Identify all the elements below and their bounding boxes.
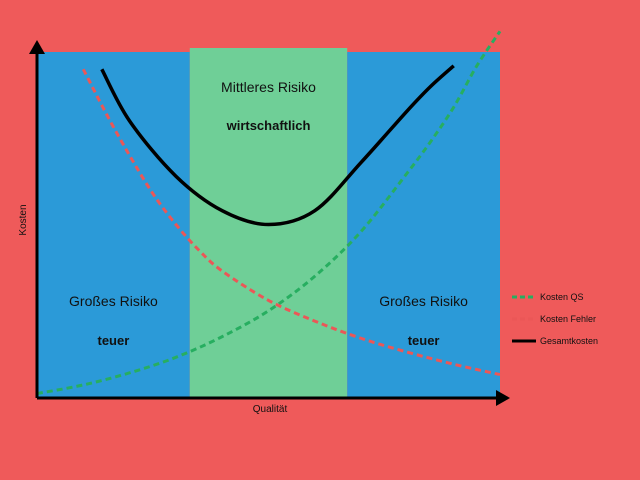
zone-sublabel: teuer bbox=[408, 333, 440, 348]
series-line bbox=[100, 64, 455, 227]
zone-labels: Großes Risiko teuer Mittleres Risiko wirtsc… bbox=[69, 79, 468, 348]
legend: Kosten QS Kosten Fehler Gesamtkosten bbox=[512, 292, 598, 346]
y-axis-arrow bbox=[29, 40, 45, 54]
zone-label: Mittleres Risiko bbox=[221, 79, 316, 95]
legend-label: Kosten QS bbox=[540, 292, 584, 302]
mid-zone bbox=[189, 48, 348, 397]
low-quality-zone bbox=[37, 52, 190, 397]
y-axis-label: Kosten bbox=[18, 204, 29, 235]
risk-zones bbox=[37, 48, 500, 397]
legend-label: Kosten Fehler bbox=[540, 314, 596, 324]
series-lines bbox=[36, 30, 502, 396]
series-line bbox=[36, 30, 502, 396]
x-axis-arrow bbox=[496, 390, 510, 406]
axes: Qualität Kosten bbox=[18, 40, 510, 415]
high-quality-zone bbox=[347, 52, 500, 397]
series-line bbox=[81, 68, 501, 377]
zone-sublabel: wirtschaftlich bbox=[226, 118, 311, 133]
x-axis-label: Qualität bbox=[253, 404, 288, 415]
zone-label: Großes Risiko bbox=[379, 293, 468, 309]
legend-label: Gesamtkosten bbox=[540, 336, 598, 346]
zone-sublabel: teuer bbox=[97, 333, 129, 348]
zone-label: Großes Risiko bbox=[69, 293, 158, 309]
